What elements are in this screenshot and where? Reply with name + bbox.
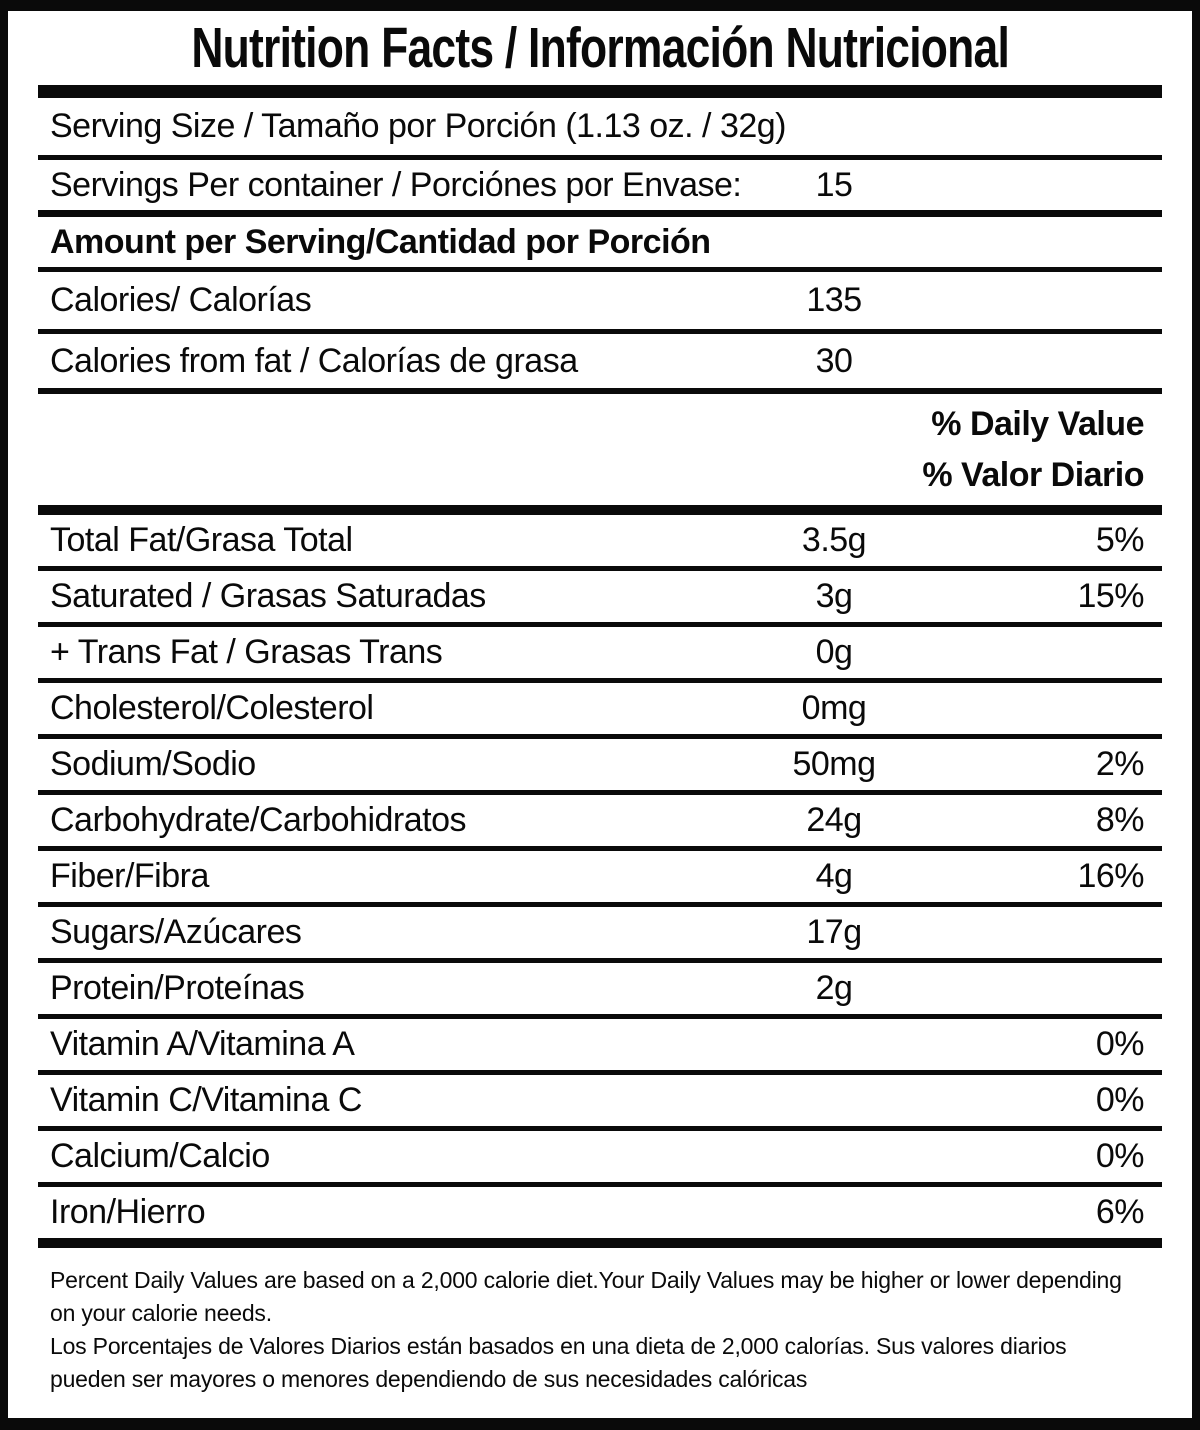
nutrient-row-cholesterol: Cholesterol/Colesterol 0mg [38,683,1162,739]
nutrient-daily-value: 16% [1077,857,1144,895]
daily-value-header-en: % Daily Value [931,404,1144,443]
amount-per-serving-heading: Amount per Serving/Cantidad por Porción [50,222,711,261]
nutrient-amount: 0g [815,633,853,671]
daily-value-divider-bar [38,505,1162,515]
nutrient-label: Carbohydrate/Carbohidratos [50,801,467,839]
nutrient-amount: 3.5g [801,521,867,559]
footnote-english: Percent Daily Values are based on a 2,00… [50,1267,1122,1326]
label-title-text: Nutrition Facts / Información Nutriciona… [191,16,1010,80]
nutrient-row-carbohydrate: Carbohydrate/Carbohidratos 24g 8% [38,795,1162,851]
nutrient-daily-value: 0% [1095,1025,1145,1063]
daily-value-header-block: % Daily Value % Valor Diario [38,394,1162,505]
nutrient-label: Cholesterol/Colesterol [50,689,374,727]
nutrient-row-protein: Protein/Proteínas 2g [38,963,1162,1019]
nutrient-amount: 4g [815,857,853,895]
nutrient-daily-value: 8% [1095,801,1145,839]
label-content: Serving Size / Tamaño por Porción (1.13 … [38,85,1162,1396]
nutrient-label: Total Fat/Grasa Total [50,521,353,559]
nutrient-row-total-fat: Total Fat/Grasa Total 3.5g 5% [38,515,1162,571]
header-divider-bar [38,85,1162,98]
calories-from-fat-row: Calories from fat / Calorías de grasa 30 [38,334,1162,394]
nutrient-daily-value: 5% [1095,521,1145,559]
nutrient-label: Protein/Proteínas [50,969,305,1007]
nutrient-row-sugars: Sugars/Azúcares 17g [38,907,1162,963]
nutrient-label: Vitamin A/Vitamina A [50,1025,355,1063]
nutrient-row-sodium: Sodium/Sodio 50mg 2% [38,739,1162,795]
calories-from-fat-value: 30 [815,341,853,380]
nutrient-amount: 3g [815,577,853,615]
nutrient-label: Sugars/Azúcares [50,913,302,951]
calories-label: Calories/ Calorías [50,281,312,319]
nutrient-daily-value: 0% [1095,1137,1145,1175]
nutrient-row-iron: Iron/Hierro 6% [38,1187,1162,1248]
footnote-spanish: Los Porcentajes de Valores Diarios están… [50,1333,1067,1392]
nutrient-daily-value: 2% [1095,745,1145,783]
nutrient-row-saturated-fat: Saturated / Grasas Saturadas 3g 15% [38,571,1162,627]
calories-from-fat-label: Calories from fat / Calorías de grasa [50,341,578,380]
serving-size-row: Serving Size / Tamaño por Porción (1.13 … [38,98,1162,160]
nutrient-amount: 50mg [792,745,876,783]
nutrient-label: Saturated / Grasas Saturadas [50,577,486,615]
daily-value-header-es: % Valor Diario [922,455,1144,494]
nutrient-label: Calcium/Calcio [50,1137,270,1175]
servings-per-container-row: Servings Per container / Porciónes por E… [38,160,1162,217]
nutrient-row-fiber: Fiber/Fibra 4g 16% [38,851,1162,907]
nutrient-amount: 0mg [801,689,867,727]
nutrient-row-calcium: Calcium/Calcio 0% [38,1131,1162,1187]
nutrient-row-trans-fat: + Trans Fat / Grasas Trans 0g [38,627,1162,683]
nutrient-daily-value: 0% [1095,1081,1145,1119]
nutrient-row-vitamin-a: Vitamin A/Vitamina A 0% [38,1019,1162,1075]
servings-per-container-label: Servings Per container / Porciónes por E… [50,165,742,204]
serving-size-label: Serving Size / Tamaño por Porción (1.13 … [50,107,787,145]
label-title: Nutrition Facts / Información Nutriciona… [8,11,1192,85]
nutrient-amount: 24g [806,801,862,839]
nutrient-label: Vitamin C/Vitamina C [50,1081,362,1119]
servings-per-container-value: 15 [815,165,853,204]
calories-row: Calories/ Calorías 135 [38,272,1162,334]
nutrient-daily-value: 6% [1095,1193,1145,1231]
nutrient-label: Sodium/Sodio [50,745,256,783]
nutrient-amount: 2g [815,969,853,1007]
nutrient-row-vitamin-c: Vitamin C/Vitamina C 0% [38,1075,1162,1131]
nutrient-daily-value: 15% [1077,577,1144,615]
nutrient-amount: 17g [806,913,862,951]
nutrient-label: + Trans Fat / Grasas Trans [50,633,443,671]
calories-value: 135 [806,281,862,319]
nutrient-label: Fiber/Fibra [50,857,209,895]
amount-per-serving-heading-row: Amount per Serving/Cantidad por Porción [38,217,1162,272]
nutrient-label: Iron/Hierro [50,1193,206,1231]
footnote: Percent Daily Values are based on a 2,00… [38,1248,1162,1396]
